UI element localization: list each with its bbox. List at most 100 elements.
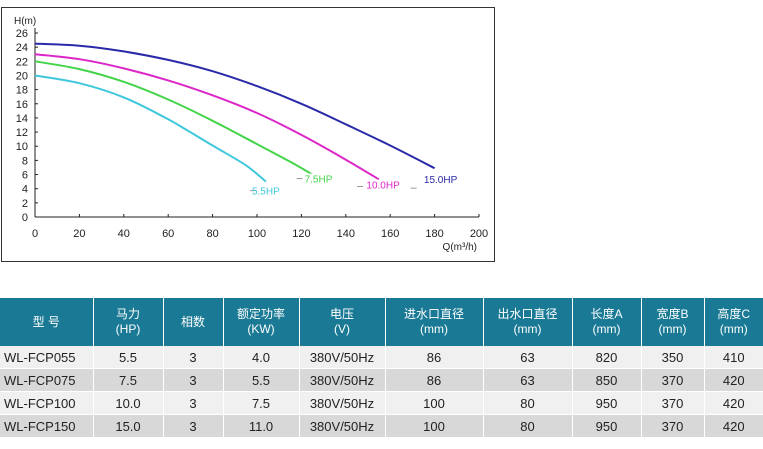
column-header: 高度C (mm) [704,298,763,346]
column-header-text: 型 号 [32,314,60,329]
curve-label-7_5hp: 7.5HP [305,175,333,186]
curve-10_0hp [34,53,380,181]
chart-labels: 5.5HP 7.5HP 10.0HP 15.0HP [243,173,463,198]
table-cell: 63 [483,368,573,392]
column-header: 额定功率 (KW) [223,298,300,346]
table-cell: 370 [641,368,705,392]
table-cell: 380V/50Hz [299,368,386,392]
x-tick-label: 200 [470,228,488,240]
table-cell: 410 [704,346,763,369]
column-header: 宽度B (mm) [641,298,705,346]
table-cell: 420 [704,391,763,415]
y-tick-label: 0 [22,212,28,224]
table-cell: 3 [163,368,224,392]
column-header-text: 相数 [180,314,205,329]
table-body: WL-FCP055 5.5 3 4.0 380V/50Hz 86 63 820 350 410 WL… [0,346,763,438]
y-tick-label: 26 [16,28,28,40]
table-cell: 380V/50Hz [299,414,386,438]
table-cell: 3 [163,414,224,438]
y-tick-label: 24 [16,42,28,54]
column-header-text: (mm) [513,322,542,336]
curve-5_5hp [34,74,267,183]
table-cell: 370 [641,391,705,415]
curve-label-10_0hp: 10.0HP [366,180,400,191]
curve-label-bg [243,185,288,198]
y-tick-label: 14 [16,113,28,125]
table-cell: 7.5 [93,368,164,392]
table-header-row: 型 号马力 (HP) 相数 额定功率 (KW) 电压 (V) 进水口直径 (mm) 出水口直径 (m… [0,298,763,346]
column-header: 相数 [163,298,224,346]
x-tick-label: 20 [73,228,85,240]
model-cell: WL-FCP100 [0,391,94,415]
column-header-text: (KW) [247,322,275,336]
table-cell: 10.0 [93,391,164,415]
column-header-text: 电压 [329,307,354,321]
table-cell: 4.0 [223,346,300,369]
column-header-text: (mm) [719,322,748,336]
table-cell: 63 [483,346,573,369]
table-cell: 380V/50Hz [299,346,386,369]
table-cell: 5.5 [93,346,164,369]
table-cell: 420 [704,414,763,438]
table-cell: 86 [385,346,484,369]
table-cell: 80 [483,391,573,415]
table-cell: 420 [704,368,763,392]
table-cell: 5.5 [223,368,300,392]
table-cell: 100 [385,391,484,415]
chart-axes: 0 20 40 60 80 100 120 140 160 180 2000246810121416… [14,16,488,253]
column-header: 马力 (HP) [93,298,164,346]
table-cell: 380V/50Hz [299,391,386,415]
table-row: WL-FCP055 5.5 3 4.0 380V/50Hz 86 63 820 350 410 [0,346,763,369]
table-cell: 950 [572,414,642,438]
column-header-text: (mm) [658,322,687,336]
column-header-text: 额定功率 [236,307,285,321]
spec-table: 型 号马力 (HP) 相数 额定功率 (KW) 电压 (V) 进水口直径 (mm) 出水口直径 (m… [0,298,763,438]
column-header-text: (mm) [420,322,448,336]
table-row: WL-FCP075 7.5 3 5.5 380V/50Hz 86 63 850 370 420 [0,368,763,392]
y-tick-label: 12 [16,127,28,139]
curve-label-bg [418,174,463,187]
column-header-text: 出水口直径 [497,307,558,321]
x-tick-label: 100 [248,228,266,240]
column-header-text: (mm) [592,322,621,336]
y-tick-label: 10 [16,141,28,153]
chart-curves [34,42,436,183]
y-tick-label: 2 [22,198,28,210]
curve-label-bg [361,179,406,192]
x-axis-title: Q(m³/h) [443,242,477,253]
column-header: 进水口直径 (mm) [385,298,484,346]
curve-label-15_0hp: 15.0HP [424,175,458,186]
column-header-text: 长度A [590,307,623,321]
table-row: WL-FCP100 10.0 3 7.5 380V/50Hz 100 80 950 370 420 [0,391,763,415]
curve-label-5_5hp: 5.5HP [252,187,280,198]
x-tick-label: 120 [292,228,310,240]
y-tick-label: 22 [16,56,28,68]
table-cell: 950 [572,391,642,415]
table-cell: 820 [572,346,642,369]
column-header-text: (V) [334,322,350,336]
table-cell: 15.0 [93,414,164,438]
column-header: 出水口直径 (mm) [483,298,573,346]
x-tick-label: 0 [32,228,38,240]
y-axis-title: H(m) [14,16,36,27]
y-tick-label: 16 [16,99,28,111]
table-cell: 850 [572,368,642,392]
model-cell: WL-FCP150 [0,414,94,438]
column-header: 型 号 [0,298,94,346]
table-cell: 100 [385,414,484,438]
curve-7_5hp [34,60,313,176]
table-cell: 80 [483,414,573,438]
model-cell: WL-FCP055 [0,346,94,369]
table-cell: 3 [163,391,224,415]
chart-frame [1,7,495,262]
column-header-text: 进水口直径 [403,307,464,321]
pump-curve-chart: 0 20 40 60 80 100 120 140 160 180 200 0 2 4 6 8 10 12 14 16… [0,0,497,264]
table-cell: 11.0 [223,414,300,438]
x-tick-label: 60 [162,228,174,240]
table-cell: 86 [385,368,484,392]
y-tick-label: 4 [22,184,28,196]
chart-svg: 0 20 40 60 80 100 120 140 160 180 2000246810121416… [1,7,495,262]
y-tick-label: 8 [22,155,28,167]
column-header: 长度A (mm) [572,298,642,346]
table-row: WL-FCP150 15.0 3 11.0 380V/50Hz 100 80 950 370 42… [0,414,763,438]
